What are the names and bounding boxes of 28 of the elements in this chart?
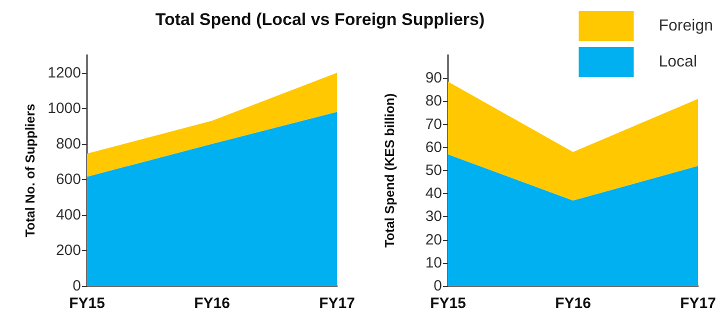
y-tick-label: 40 (425, 185, 442, 202)
y-tick-label: 90 (425, 70, 442, 87)
chart-title: Total Spend (Local vs Foreign Suppliers) (154, 10, 486, 30)
y-axis-title: Total No. of Suppliers (22, 104, 38, 238)
y-tick-label: 0 (72, 278, 81, 294)
legend-label: Local (658, 54, 697, 70)
y-tick-label: 80 (425, 92, 442, 110)
x-tick-label: FY17 (680, 295, 716, 312)
x-tick-label: FY15 (69, 295, 105, 312)
legend-label: Foreign (658, 18, 713, 34)
x-tick-label: FY15 (430, 295, 466, 312)
x-tick-label: FY17 (319, 295, 355, 312)
y-tick-label: 800 (56, 135, 81, 152)
y-tick-label: 60 (425, 138, 442, 156)
y-tick-label: 30 (425, 208, 442, 226)
y-tick-label: 600 (56, 170, 81, 188)
y-tick-label: 70 (425, 116, 442, 133)
x-tick-label: FY16 (555, 295, 591, 312)
x-tick-label: FY16 (194, 295, 230, 312)
y-tick-label: 0 (434, 278, 442, 294)
y-tick-label: 400 (56, 206, 81, 224)
y-tick-label: 10 (425, 254, 442, 272)
y-tick-label: 1200 (48, 64, 81, 82)
y-tick-label: 200 (56, 242, 81, 259)
y-axis-title: Total Spend (KES billion) (382, 93, 397, 248)
y-tick-label: 1000 (48, 100, 81, 117)
y-tick-label: 50 (425, 162, 442, 179)
y-tick-label: 20 (425, 231, 442, 248)
